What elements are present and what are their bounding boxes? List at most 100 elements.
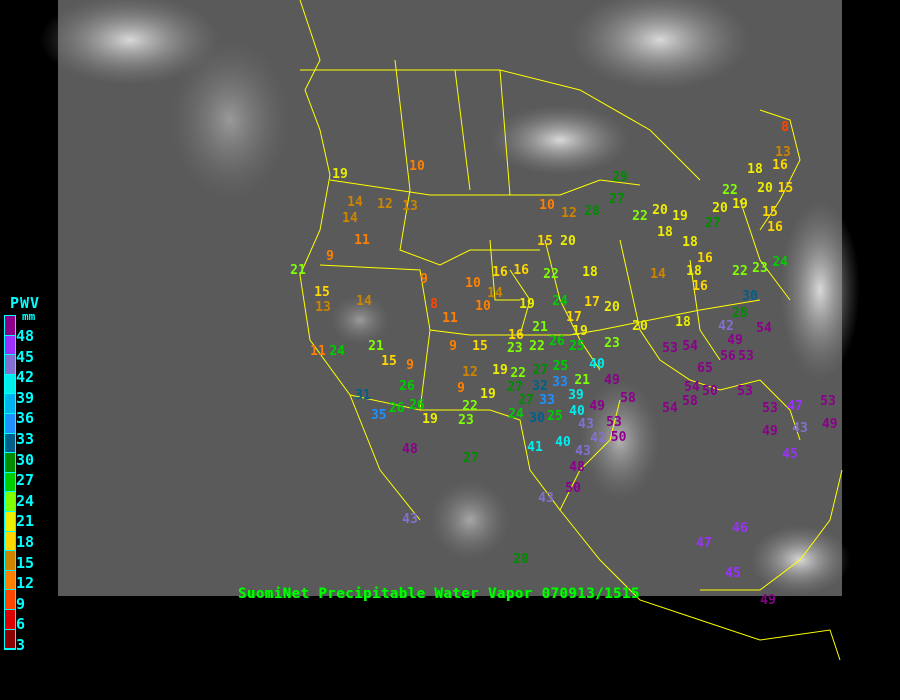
station-pwv-value: 21 (368, 339, 384, 354)
station-pwv-value: 14 (356, 294, 372, 309)
station-pwv-value: 16 (772, 158, 788, 173)
station-pwv-value: 15 (472, 339, 488, 354)
legend-tick: 18 (16, 533, 35, 551)
station-pwv-value: 27 (463, 451, 479, 466)
station-pwv-value: 10 (475, 299, 491, 314)
legend-tick: 48 (16, 327, 35, 345)
station-pwv-value: 19 (332, 167, 348, 182)
station-pwv-value: 49 (762, 424, 778, 439)
station-pwv-value: 18 (675, 315, 691, 330)
station-pwv-value: 35 (371, 408, 387, 423)
station-pwv-value: 16 (508, 328, 524, 343)
station-pwv-value: 50 (611, 430, 627, 445)
station-pwv-value: 9 (420, 272, 428, 287)
station-pwv-value: 17 (584, 295, 600, 310)
station-pwv-value: 32 (532, 379, 548, 394)
station-pwv-value: 24 (508, 407, 524, 422)
station-pwv-value: 10 (409, 159, 425, 174)
station-pwv-value: 53 (762, 401, 778, 416)
legend-band (5, 355, 15, 375)
station-pwv-value: 26 (389, 401, 405, 416)
station-pwv-value: 43 (538, 491, 554, 506)
legend-title: PWV (10, 294, 41, 312)
station-pwv-value: 41 (527, 440, 543, 455)
legend-tick: 9 (16, 594, 26, 613)
station-pwv-value: 46 (732, 521, 748, 536)
station-pwv-value: 13 (315, 300, 331, 315)
station-pwv-value: 12 (561, 206, 577, 221)
station-pwv-value: 15 (537, 234, 553, 249)
station-pwv-value: 14 (650, 267, 666, 282)
station-pwv-value: 13 (775, 145, 791, 160)
station-pwv-value: 53 (820, 394, 836, 409)
station-pwv-value: 14 (347, 195, 363, 210)
station-pwv-value: 21 (290, 263, 306, 278)
station-pwv-value: 27 (518, 393, 534, 408)
station-pwv-value: 21 (574, 373, 590, 388)
station-pwv-value: 23 (507, 341, 523, 356)
station-pwv-value: 50 (702, 384, 718, 399)
station-pwv-value: 53 (606, 415, 622, 430)
station-pwv-value: 28 (513, 552, 529, 567)
station-pwv-value: 26 (399, 379, 415, 394)
station-pwv-value: 42 (590, 431, 606, 446)
station-pwv-value: 16 (492, 265, 508, 280)
station-pwv-value: 9 (457, 381, 465, 396)
station-pwv-value: 14 (487, 286, 503, 301)
station-pwv-value: 20 (632, 319, 648, 334)
station-pwv-value: 43 (792, 421, 808, 436)
legend-band (5, 316, 15, 336)
station-pwv-value: 50 (565, 481, 581, 496)
station-pwv-value: 15 (778, 181, 794, 196)
station-pwv-value: 9 (449, 339, 457, 354)
station-pwv-value: 20 (757, 181, 773, 196)
station-pwv-value: 53 (738, 349, 754, 364)
station-pwv-value: 49 (760, 593, 776, 608)
station-pwv-value: 22 (722, 183, 738, 198)
station-pwv-value: 22 (462, 399, 478, 414)
station-pwv-value: 24 (772, 255, 788, 270)
legend-band (5, 629, 15, 650)
station-pwv-value: 16 (767, 220, 783, 235)
station-pwv-value: 17 (566, 310, 582, 325)
station-pwv-value: 43 (578, 417, 594, 432)
station-pwv-value: 65 (697, 361, 713, 376)
product-title: SuomiNet Precipitable Water Vapor 070913… (238, 586, 640, 602)
station-pwv-value: 19 (519, 297, 535, 312)
station-pwv-value: 54 (756, 321, 772, 336)
legend-band (5, 511, 15, 532)
station-pwv-value: 40 (569, 404, 585, 419)
station-pwv-value: 33 (552, 375, 568, 390)
legend-tick: 21 (16, 512, 35, 531)
station-pwv-value: 47 (696, 536, 712, 551)
station-pwv-value: 48 (402, 442, 418, 457)
station-pwv-value: 11 (354, 233, 370, 248)
station-pwv-value: 42 (718, 319, 734, 334)
station-pwv-value: 28 (584, 204, 600, 219)
legend-tick: 24 (16, 491, 35, 510)
station-pwv-value: 53 (737, 384, 753, 399)
station-pwv-value: 58 (682, 394, 698, 409)
station-pwv-value: 39 (568, 388, 584, 403)
station-pwv-value: 24 (552, 294, 568, 309)
station-pwv-value: 12 (377, 197, 393, 212)
station-pwv-value: 49 (604, 373, 620, 388)
station-pwv-value: 54 (662, 401, 678, 416)
legend-band (5, 394, 15, 414)
legend-tick: 36 (16, 409, 35, 428)
station-pwv-value: 27 (507, 380, 523, 395)
legend-band (5, 590, 15, 610)
legend-tick: 33 (16, 430, 35, 448)
station-pwv-value: 18 (582, 265, 598, 280)
station-pwv-value: 49 (822, 417, 838, 432)
station-pwv-value: 31 (355, 388, 371, 403)
legend-tick: 42 (16, 368, 35, 387)
legend-tick: 30 (16, 450, 35, 469)
station-pwv-value: 22 (510, 366, 526, 381)
legend-tick: 39 (16, 388, 35, 407)
legend-band (5, 472, 15, 493)
legend-unit: mm (22, 310, 36, 323)
station-pwv-value: 45 (725, 566, 741, 581)
station-pwv-value: 12 (462, 365, 478, 380)
